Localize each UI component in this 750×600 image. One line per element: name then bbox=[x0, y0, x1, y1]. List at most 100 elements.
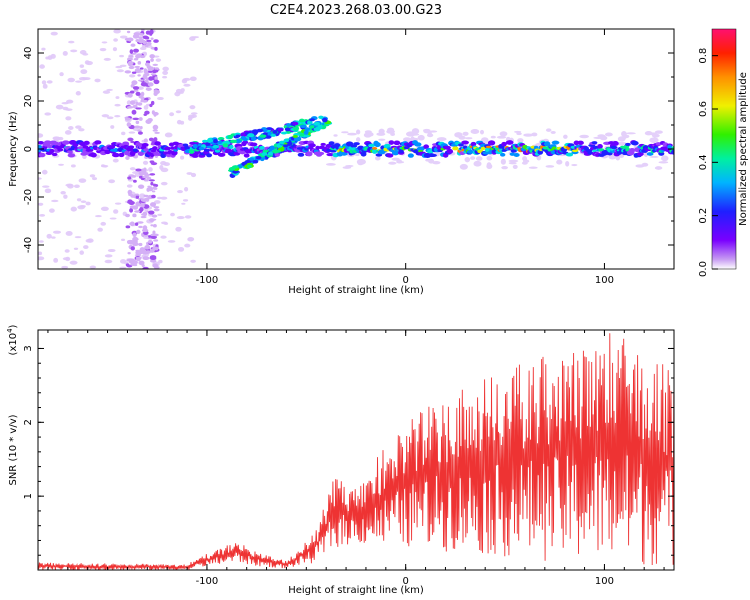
lower-branch-point bbox=[283, 144, 288, 148]
upper-branch-point bbox=[192, 144, 198, 149]
halo-speck bbox=[625, 132, 636, 135]
noise-speck bbox=[190, 259, 196, 263]
noise-column-speck bbox=[141, 228, 149, 233]
halo-speck bbox=[617, 141, 627, 146]
halo-speck bbox=[654, 130, 663, 134]
noise-column-speck bbox=[150, 218, 157, 221]
noise-column-speck bbox=[133, 179, 137, 183]
noise-speck bbox=[70, 206, 77, 212]
noise-speck bbox=[92, 177, 98, 181]
noise-column-speck bbox=[132, 260, 138, 265]
halo-speck bbox=[355, 129, 361, 135]
main-band-outer bbox=[328, 141, 335, 146]
snr-panel: -100 0 100 1 2 3 Height of straight line (km)… bbox=[6, 324, 675, 596]
main-band-outer bbox=[51, 152, 58, 157]
noise-speck bbox=[89, 265, 97, 269]
noise-column-speck bbox=[146, 41, 152, 46]
snr-frame bbox=[37, 329, 675, 571]
main-band-core bbox=[57, 148, 64, 152]
noise-column-speck bbox=[150, 181, 154, 186]
halo-speck bbox=[643, 151, 649, 158]
noise-column-speck bbox=[151, 194, 156, 199]
noise-column-speck bbox=[132, 237, 139, 241]
main-band-outer bbox=[429, 153, 437, 157]
noise-column-speck bbox=[132, 86, 140, 90]
noise-speck bbox=[164, 132, 173, 138]
noise-speck bbox=[106, 88, 114, 91]
noise-column-speck bbox=[143, 194, 149, 198]
colorbar-tick-label: 0.4 bbox=[698, 154, 709, 170]
halo-speck bbox=[354, 153, 360, 157]
halo-speck bbox=[470, 156, 476, 160]
upper-branch-point bbox=[250, 136, 257, 141]
noise-column-speck bbox=[150, 37, 154, 40]
halo-speck bbox=[388, 161, 397, 165]
noise-speck bbox=[108, 179, 116, 184]
noise-column-speck bbox=[137, 32, 145, 36]
main-band-outer bbox=[249, 142, 258, 147]
noise-speck bbox=[38, 251, 43, 256]
noise-column-speck bbox=[140, 82, 148, 87]
noise-column-speck bbox=[150, 224, 154, 227]
noise-column-speck bbox=[153, 39, 159, 43]
noise-speck bbox=[148, 167, 153, 172]
noise-column-speck bbox=[138, 175, 143, 179]
main-band-outer bbox=[610, 145, 618, 150]
noise-speck bbox=[119, 54, 124, 58]
noise-speck bbox=[115, 65, 123, 69]
main-band-outer bbox=[611, 140, 619, 146]
main-band-outer bbox=[340, 151, 348, 156]
lower-branch-point bbox=[247, 164, 252, 169]
main-band-outer bbox=[374, 142, 381, 148]
noise-speck bbox=[61, 101, 70, 105]
main-band-outer bbox=[487, 140, 496, 146]
noise-column-speck bbox=[138, 225, 143, 229]
main-band-core bbox=[510, 149, 517, 153]
snr-ylabel: SNR (10 * v/v) bbox=[8, 414, 19, 485]
main-band-outer bbox=[597, 143, 603, 149]
noise-column-speck bbox=[152, 224, 157, 228]
noise-speck bbox=[190, 172, 197, 178]
x-tick-label: -100 bbox=[196, 275, 219, 286]
main-band-core bbox=[205, 148, 210, 152]
colorbar: 0.0 0.2 0.4 0.6 0.8 Normalized spectral ampl… bbox=[698, 28, 749, 277]
noise-column-speck bbox=[152, 69, 157, 74]
halo-speck bbox=[417, 134, 425, 141]
main-band-core bbox=[372, 146, 378, 150]
noise-speck bbox=[189, 76, 197, 81]
lower-branch-point bbox=[283, 138, 290, 143]
main-band-core bbox=[229, 144, 234, 149]
noise-speck bbox=[73, 247, 79, 250]
noise-speck bbox=[189, 36, 196, 42]
noise-speck bbox=[114, 115, 121, 118]
noise-speck bbox=[76, 198, 82, 202]
main-band-core bbox=[38, 149, 41, 153]
noise-speck bbox=[119, 35, 128, 39]
colorbar-gradient bbox=[711, 28, 737, 270]
noise-speck bbox=[38, 177, 42, 180]
noise-column-speck bbox=[127, 199, 133, 204]
noise-column-speck bbox=[137, 60, 142, 65]
noise-column-speck bbox=[130, 140, 135, 144]
halo-speck bbox=[403, 137, 412, 142]
noise-speck bbox=[176, 119, 182, 125]
noise-speck bbox=[169, 112, 175, 117]
noise-speck bbox=[79, 64, 85, 68]
noise-speck bbox=[160, 181, 168, 186]
main-band-outer bbox=[628, 148, 636, 153]
noise-speck bbox=[126, 100, 132, 106]
noise-column-speck bbox=[132, 104, 138, 109]
noise-column-speck bbox=[155, 246, 159, 251]
upper-branch-point bbox=[298, 118, 305, 123]
halo-speck bbox=[545, 128, 552, 132]
lower-branch-point bbox=[255, 156, 262, 160]
noise-column-speck bbox=[145, 197, 150, 202]
main-band-outer bbox=[631, 140, 639, 146]
noise-column-speck bbox=[146, 176, 152, 180]
halo-speck bbox=[597, 134, 606, 138]
halo-speck bbox=[357, 160, 364, 166]
noise-column-speck bbox=[135, 107, 142, 110]
noise-column-speck bbox=[135, 54, 141, 59]
halo-speck bbox=[486, 163, 493, 170]
noise-column-speck bbox=[126, 122, 132, 127]
